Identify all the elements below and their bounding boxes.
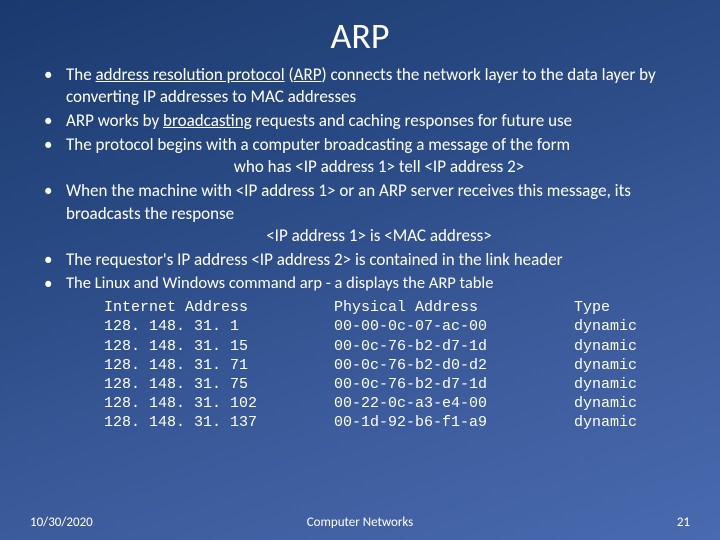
arp-mac: 00-0c-76-b2-d0-d2 — [334, 356, 574, 375]
arp-ip: 128. 148. 31. 137 — [104, 413, 334, 432]
arp-type: dynamic — [574, 317, 674, 336]
arp-ip: Internet Address — [104, 298, 334, 317]
arp-table-row: 128. 148. 31. 100-00-0c-07-ac-00dynamic — [104, 317, 692, 336]
footer-center: Computer Networks — [0, 515, 720, 530]
bullet-list: The address resolution protocol (ARP) co… — [38, 64, 692, 294]
slide-body: The address resolution protocol (ARP) co… — [0, 64, 720, 433]
arp-type: dynamic — [574, 394, 674, 413]
arp-type: dynamic — [574, 356, 674, 375]
arp-table-header: Internet AddressPhysical AddressType — [104, 298, 692, 317]
arp-mac: Physical Address — [334, 298, 574, 317]
arp-type: dynamic — [574, 413, 674, 432]
arp-ip: 128. 148. 31. 75 — [104, 375, 334, 394]
arp-mac: 00-0c-76-b2-d7-1d — [334, 337, 574, 356]
footer-page: 21 — [677, 515, 690, 530]
arp-mac: 00-0c-76-b2-d7-1d — [334, 375, 574, 394]
arp-ip: 128. 148. 31. 102 — [104, 394, 334, 413]
arp-type: Type — [574, 298, 674, 317]
arp-table: Internet AddressPhysical AddressType128.… — [38, 296, 692, 432]
arp-mac: 00-22-0c-a3-e4-00 — [334, 394, 574, 413]
arp-ip: 128. 148. 31. 71 — [104, 356, 334, 375]
bullet-item: ARP works by broadcasting requests and c… — [38, 110, 692, 132]
bullet-item: The protocol begins with a computer broa… — [38, 134, 692, 178]
arp-type: dynamic — [574, 375, 674, 394]
arp-mac: 00-00-0c-07-ac-00 — [334, 317, 574, 336]
arp-table-row: 128. 148. 31. 13700-1d-92-b6-f1-a9dynami… — [104, 413, 692, 432]
bullet-item: The Linux and Windows command arp - a di… — [38, 273, 692, 294]
arp-table-row: 128. 148. 31. 10200-22-0c-a3-e4-00dynami… — [104, 394, 692, 413]
bullet-item: The address resolution protocol (ARP) co… — [38, 64, 692, 108]
bullet-item: The requestor's IP address <IP address 2… — [38, 249, 692, 271]
arp-mac: 00-1d-92-b6-f1-a9 — [334, 413, 574, 432]
slide-title: ARP — [0, 0, 720, 64]
arp-table-row: 128. 148. 31. 1500-0c-76-b2-d7-1ddynamic — [104, 337, 692, 356]
arp-ip: 128. 148. 31. 1 — [104, 317, 334, 336]
bullet-item: When the machine with <IP address 1> or … — [38, 180, 692, 246]
arp-ip: 128. 148. 31. 15 — [104, 337, 334, 356]
arp-table-row: 128. 148. 31. 7500-0c-76-b2-d7-1ddynamic — [104, 375, 692, 394]
arp-type: dynamic — [574, 337, 674, 356]
arp-table-row: 128. 148. 31. 7100-0c-76-b2-d0-d2dynamic — [104, 356, 692, 375]
